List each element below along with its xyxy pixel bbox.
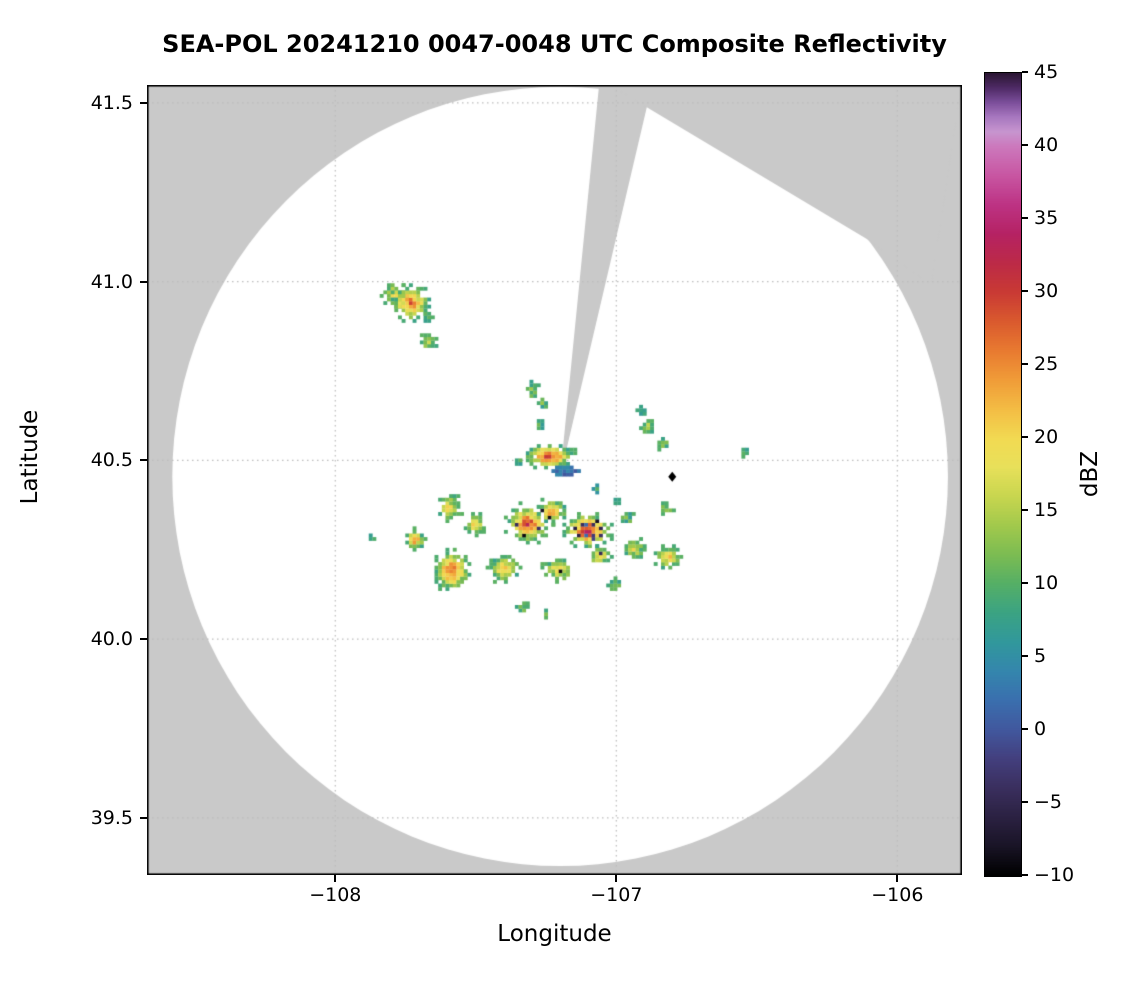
colorbar-tick-label: −10 bbox=[1034, 864, 1075, 886]
colorbar-tick-label: 45 bbox=[1034, 61, 1059, 83]
colorbar-tick-label: 25 bbox=[1034, 353, 1059, 375]
y-tick-mark bbox=[140, 101, 147, 104]
colorbar-tick-mark bbox=[1022, 582, 1028, 584]
colorbar-tick-mark bbox=[1022, 363, 1028, 365]
y-tick-label: 41.5 bbox=[90, 91, 133, 114]
y-tick-mark bbox=[140, 816, 147, 819]
colorbar-tick-mark bbox=[1022, 144, 1028, 146]
colorbar-tick-mark bbox=[1022, 217, 1028, 219]
colorbar-tick-mark bbox=[1022, 801, 1028, 803]
colorbar-tick-label: −5 bbox=[1034, 791, 1063, 813]
y-tick-label: 40.5 bbox=[90, 449, 133, 472]
colorbar-tick-label: 10 bbox=[1034, 572, 1059, 594]
y-tick-mark bbox=[140, 638, 147, 641]
colorbar-tick-label: 20 bbox=[1034, 426, 1059, 448]
y-tick-label: 40.0 bbox=[90, 628, 133, 651]
x-tick-label: −106 bbox=[871, 884, 924, 906]
x-tick-mark bbox=[615, 875, 618, 882]
y-axis-label: Latitude bbox=[17, 409, 43, 505]
colorbar-tick-label: 0 bbox=[1034, 718, 1047, 740]
y-tick-label: 39.5 bbox=[90, 806, 133, 829]
colorbar-tick-label: 5 bbox=[1034, 645, 1047, 667]
colorbar-tick-mark bbox=[1022, 509, 1028, 511]
colorbar-tick-mark bbox=[1022, 728, 1028, 730]
colorbar-tick-label: 40 bbox=[1034, 134, 1059, 156]
y-tick-label: 41.0 bbox=[90, 270, 133, 293]
x-tick-mark bbox=[334, 875, 337, 882]
colorbar-tick-label: 35 bbox=[1034, 207, 1059, 229]
colorbar-tick-mark bbox=[1022, 436, 1028, 438]
colorbar-gradient bbox=[984, 72, 1022, 877]
colorbar-tick-label: 15 bbox=[1034, 499, 1059, 521]
colorbar-tick-mark bbox=[1022, 874, 1028, 876]
colorbar-tick-mark bbox=[1022, 290, 1028, 292]
x-tick-label: −108 bbox=[309, 884, 362, 906]
radar-plot-canvas bbox=[147, 85, 962, 875]
chart-title: SEA-POL 20241210 0047-0048 UTC Composite… bbox=[162, 30, 947, 58]
x-tick-label: −107 bbox=[590, 884, 643, 906]
y-tick-mark bbox=[140, 459, 147, 462]
x-tick-mark bbox=[896, 875, 899, 882]
colorbar-tick-label: 30 bbox=[1034, 280, 1059, 302]
colorbar-tick-mark bbox=[1022, 71, 1028, 73]
colorbar-tick-mark bbox=[1022, 655, 1028, 657]
x-axis-label: Longitude bbox=[497, 921, 612, 947]
y-tick-mark bbox=[140, 280, 147, 283]
